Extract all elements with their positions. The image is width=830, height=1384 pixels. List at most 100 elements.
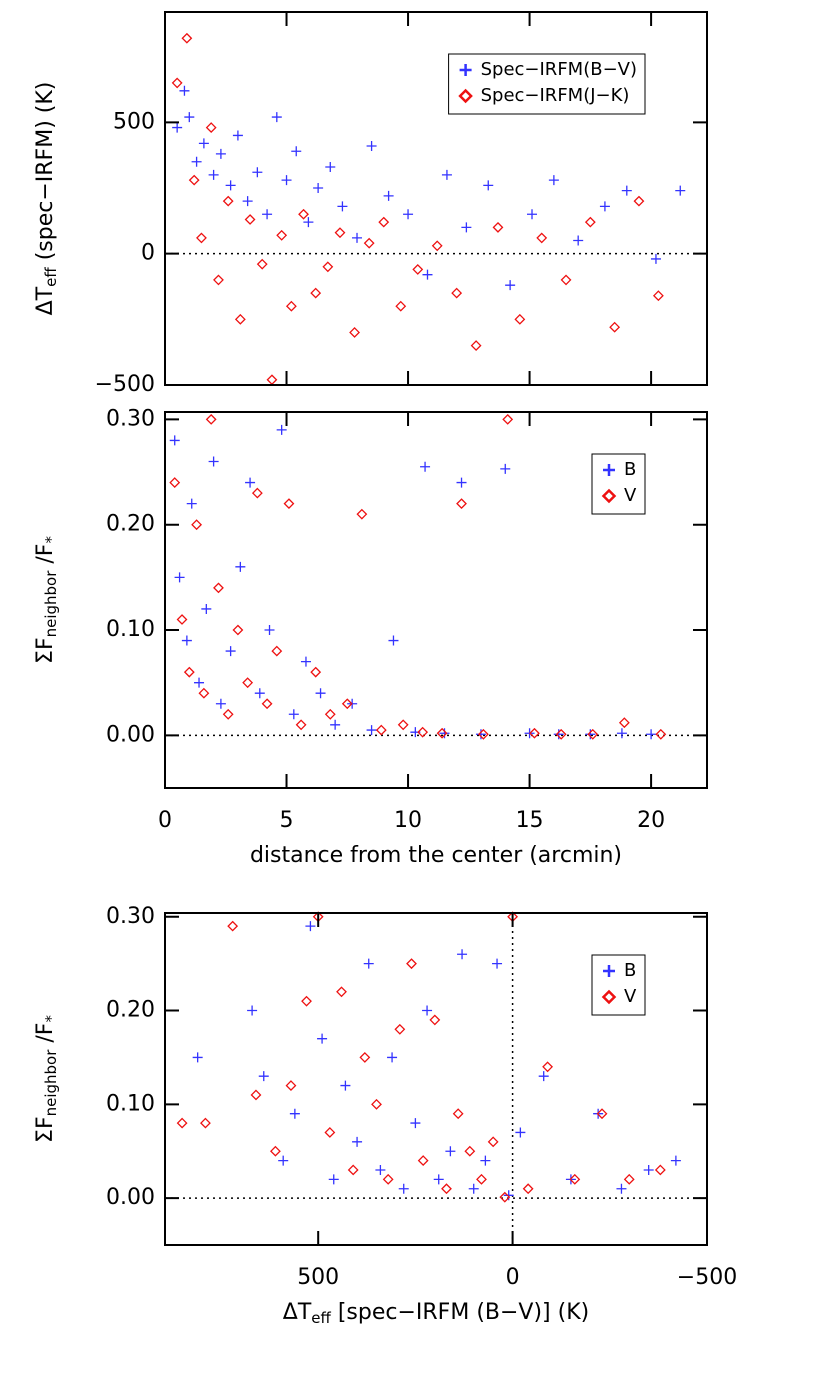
point — [505, 280, 516, 291]
point — [169, 435, 180, 446]
point — [172, 122, 183, 133]
point — [301, 995, 312, 1007]
point — [514, 313, 526, 325]
point — [244, 214, 256, 225]
point — [252, 167, 263, 178]
point — [174, 572, 185, 583]
point — [468, 1183, 479, 1194]
legend-label: V — [624, 485, 637, 506]
point — [300, 656, 311, 667]
point — [406, 958, 417, 970]
point — [433, 1174, 444, 1185]
point — [305, 921, 316, 932]
point — [278, 1155, 289, 1166]
point — [245, 477, 256, 488]
point — [366, 725, 377, 736]
point — [225, 180, 236, 191]
point — [476, 1173, 487, 1185]
point — [382, 1173, 394, 1185]
point — [394, 1023, 406, 1035]
point — [283, 498, 295, 510]
x-axis-label: distance from the center (arcmin) — [250, 843, 622, 868]
y-tick-label: 0.00 — [106, 1185, 155, 1210]
point — [213, 274, 224, 286]
x-tick-label: −500 — [677, 1265, 737, 1290]
y-tick-label: 0.00 — [106, 722, 155, 747]
legend-label: B — [624, 960, 636, 981]
y-axis-label-part: ΣF — [33, 637, 58, 664]
point — [395, 300, 407, 312]
point — [232, 130, 243, 141]
point — [621, 185, 632, 196]
point — [483, 180, 494, 191]
point — [542, 1061, 554, 1073]
point — [352, 232, 363, 243]
point — [652, 290, 664, 302]
point — [317, 1033, 328, 1044]
point — [633, 195, 645, 207]
point — [655, 728, 667, 740]
point — [398, 1183, 409, 1194]
point — [328, 1174, 339, 1185]
point — [569, 1173, 581, 1185]
plot-frame — [164, 11, 708, 386]
legend-marker — [601, 989, 617, 1005]
point — [650, 253, 661, 264]
point — [271, 645, 283, 657]
point — [596, 1108, 608, 1120]
point — [313, 182, 324, 193]
x-tick-label: 10 — [394, 808, 422, 833]
panel: 0.00 0.10 0.20 0.30 0 5 10 15 20 ΣFneighbor /F* di… — [33, 406, 708, 868]
y-axis-label: ΔTeff (spec−IRFM) (K) — [33, 82, 60, 316]
point — [431, 240, 443, 252]
point — [261, 698, 273, 710]
point — [461, 222, 472, 233]
point — [503, 1190, 514, 1201]
point — [295, 719, 307, 731]
point — [616, 1183, 627, 1194]
point — [456, 498, 467, 510]
point — [654, 1164, 666, 1176]
point — [536, 232, 548, 244]
point — [194, 677, 205, 688]
point — [359, 1052, 371, 1063]
point — [289, 1108, 300, 1119]
point — [169, 477, 181, 488]
y-axis-label-part: eff — [42, 267, 60, 287]
point — [192, 1052, 203, 1063]
point — [388, 635, 399, 646]
point — [515, 1127, 526, 1138]
point — [522, 1183, 534, 1195]
point — [492, 221, 504, 233]
point — [256, 258, 268, 270]
point — [375, 1164, 386, 1175]
point — [198, 138, 209, 149]
point — [646, 729, 657, 740]
point — [587, 728, 599, 740]
point — [441, 169, 452, 180]
point — [477, 728, 489, 740]
point — [623, 1173, 635, 1185]
point — [387, 1052, 398, 1063]
point — [208, 169, 219, 180]
point — [349, 327, 360, 338]
point — [191, 519, 203, 531]
point — [420, 461, 431, 472]
point — [422, 269, 433, 280]
x-axis-label-part: ΔT — [283, 1300, 312, 1325]
legend: BV — [591, 453, 646, 515]
point — [262, 209, 273, 220]
legend: Spec−IRFM(B−V) Spec−IRFM(J−K) — [448, 53, 646, 115]
point — [247, 1005, 258, 1016]
y-tick-label: 0.30 — [106, 406, 155, 431]
point — [324, 1127, 336, 1138]
plot-frame — [164, 411, 708, 789]
point — [298, 208, 309, 220]
point — [584, 216, 596, 228]
point — [356, 508, 368, 520]
point — [291, 146, 302, 157]
point — [325, 161, 336, 172]
point — [334, 227, 346, 239]
point — [179, 85, 190, 96]
point — [366, 140, 377, 151]
